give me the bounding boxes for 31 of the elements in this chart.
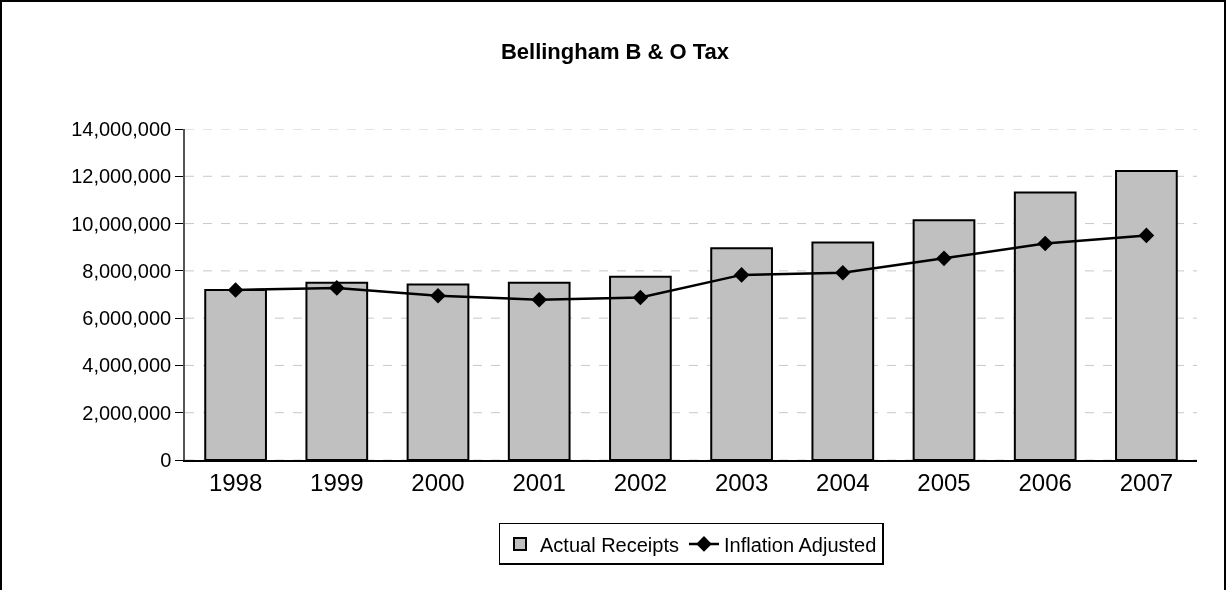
x-tick-label: 2006: [1018, 468, 1072, 496]
y-tick-label: 2,000,000: [82, 401, 172, 424]
point: [632, 289, 649, 306]
point: [835, 264, 851, 281]
point: [1037, 235, 1053, 252]
y-tick-label: 4,000,000: [82, 354, 172, 377]
x-tick-label: 2007: [1119, 468, 1174, 496]
x-tick-label: 2000: [411, 468, 465, 496]
legend-label: Inflation Adjusted: [723, 533, 877, 556]
y-tick-label: 0: [160, 449, 172, 471]
point: [531, 291, 547, 308]
point: [1138, 227, 1155, 244]
point: [936, 250, 952, 267]
x-tick-label: 1998: [208, 468, 263, 496]
x-tick-label: 2004: [816, 468, 870, 496]
x-tick-label: 2002: [613, 468, 668, 496]
x-tick-label: 2001: [512, 468, 566, 496]
chart-title: Bellingham B & O Tax: [500, 38, 730, 64]
y-tick-label: 10,000,000: [71, 212, 172, 235]
point: [430, 287, 446, 304]
point: [733, 267, 750, 283]
legend-label: Actual Receipts: [540, 533, 679, 556]
y-tick-label: 8,000,000: [82, 259, 172, 282]
point: [227, 282, 244, 298]
x-tick-label: 2005: [917, 468, 971, 496]
y-tick-label: 12,000,000: [71, 165, 172, 188]
y-tick-label: 6,000,000: [82, 307, 172, 330]
x-tick-label: 1999: [310, 468, 364, 496]
y-tick-label: 14,000,000: [71, 118, 172, 140]
x-tick-label: 2003: [714, 468, 769, 496]
point: [329, 280, 345, 296]
